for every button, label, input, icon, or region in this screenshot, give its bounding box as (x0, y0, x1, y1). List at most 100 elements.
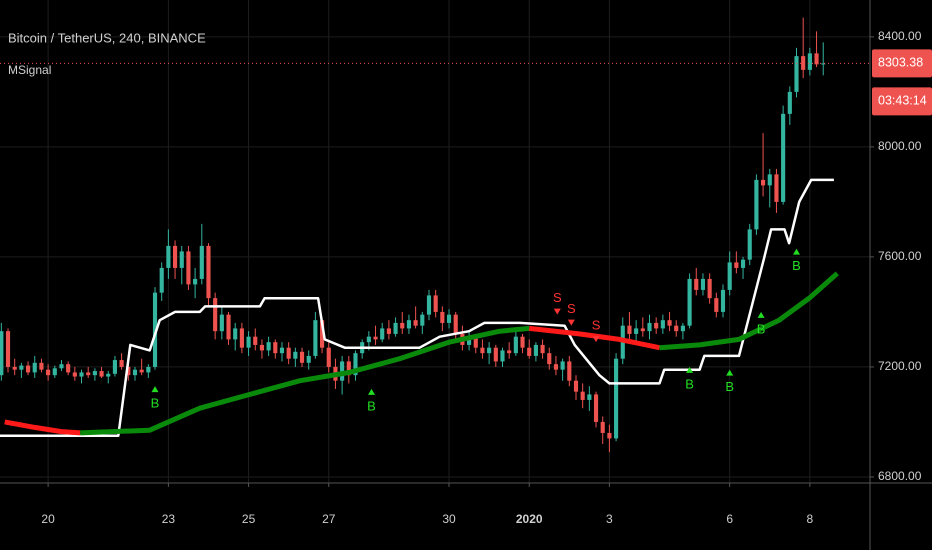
candle-body (660, 320, 665, 329)
indicator-line (0, 178, 834, 437)
indicator-line (4, 419, 81, 436)
candle-body (400, 322, 405, 329)
signal-marker (757, 311, 765, 318)
signal-label: B (367, 398, 376, 413)
x-tick-label: 3 (606, 512, 613, 526)
candle-body (0, 331, 4, 376)
candle-body (700, 278, 706, 290)
last-price-label: 8303.38 (878, 56, 923, 70)
candle-body (246, 336, 251, 348)
signal-marker (151, 386, 159, 393)
candle-body (186, 251, 191, 285)
candle-body (740, 259, 746, 268)
candle-body (213, 298, 218, 332)
candle-body (233, 328, 238, 340)
candle-body (573, 380, 579, 392)
candle-body (821, 63, 826, 65)
countdown-box (872, 87, 932, 116)
candle-body (92, 371, 97, 376)
candle-body (119, 360, 124, 367)
candle-body (627, 325, 632, 334)
signal-label: B (725, 379, 734, 394)
candle-body (520, 336, 525, 348)
candle-body (172, 245, 178, 268)
signal-label: B (151, 396, 160, 411)
x-tick-label: 20 (41, 512, 55, 526)
signal-label: S (592, 318, 601, 333)
candle-body (547, 353, 552, 365)
signal-marker (686, 366, 694, 373)
candle-body (567, 361, 572, 381)
signal-marker (792, 248, 800, 255)
x-tick-label: 23 (162, 512, 176, 526)
candle-body (814, 53, 819, 65)
candle-body (426, 295, 432, 315)
candle-body (761, 179, 766, 186)
candle-body (774, 174, 779, 202)
candle-body (734, 262, 739, 268)
candle-body (634, 328, 639, 334)
candle-body (86, 372, 91, 376)
candle-body (507, 350, 512, 354)
candle-body (801, 56, 806, 70)
candle-body (453, 314, 458, 334)
candle-body (126, 366, 131, 376)
candle-body (32, 362, 37, 373)
candle-body (467, 336, 472, 345)
candle-body (106, 373, 111, 377)
signal-label: S (553, 290, 562, 305)
candle-body (193, 278, 198, 285)
candle-body (406, 320, 412, 329)
chart-title: Bitcoin / TetherUS, 240, BINANCE (8, 30, 206, 45)
candle-body (393, 322, 398, 334)
candle-body (199, 245, 204, 279)
signal-label: B (685, 376, 694, 391)
candle-body (413, 320, 418, 326)
candle-body (152, 292, 158, 367)
signal-marker (726, 369, 734, 376)
candle-body (794, 56, 799, 92)
candle-body (707, 278, 712, 299)
candle-body (607, 432, 612, 439)
candle-body (386, 328, 391, 334)
candle-body (487, 347, 492, 354)
candle-body (727, 262, 732, 290)
x-tick-label: 25 (242, 512, 256, 526)
x-tick-label: 27 (322, 512, 336, 526)
candle-body (687, 278, 692, 326)
candle-body (259, 344, 265, 351)
signal-label: B (792, 258, 801, 273)
candle-body (527, 347, 532, 356)
candle-body (781, 113, 786, 202)
candle-body (513, 336, 518, 354)
candle-body (533, 344, 538, 356)
candle-body (560, 361, 565, 370)
candle-body (540, 344, 545, 354)
candle-body (593, 394, 599, 422)
candle-body (600, 421, 605, 433)
signal-label: B (757, 321, 766, 336)
y-tick-label: 7200.00 (878, 359, 922, 373)
candle-body (273, 342, 278, 354)
candle-body (754, 179, 759, 230)
countdown-label: 03:43:14 (878, 94, 927, 108)
candle-body (694, 278, 699, 290)
candle-body (299, 351, 305, 363)
x-tick-label: 30 (442, 512, 456, 526)
candle-body (313, 320, 318, 356)
candle-body (132, 369, 138, 376)
candle-body (39, 362, 44, 370)
candle-body (747, 229, 752, 260)
candle-body (219, 314, 224, 332)
candle-body (493, 347, 498, 362)
candle-body (647, 322, 652, 332)
candle-body (614, 358, 619, 439)
candle-body (714, 298, 719, 312)
last-price-box (872, 49, 932, 78)
candle-body (440, 311, 445, 323)
y-tick-label: 7600.00 (878, 249, 922, 263)
candle-body (146, 366, 151, 373)
candle-body (640, 328, 645, 332)
candle-body (787, 91, 792, 114)
